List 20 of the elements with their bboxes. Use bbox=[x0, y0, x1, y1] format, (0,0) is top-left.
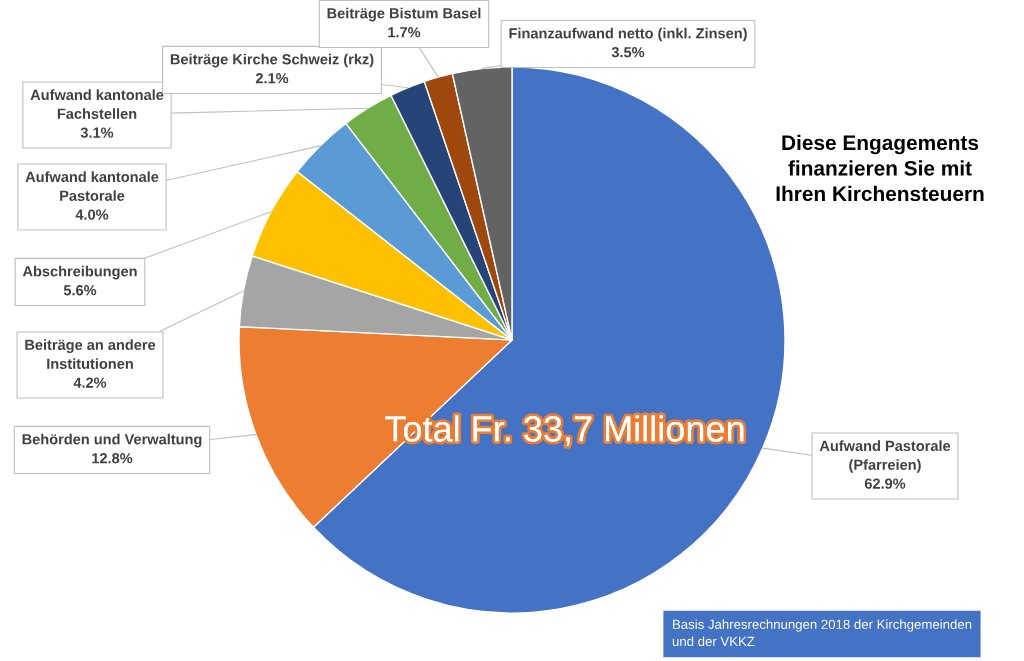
slice-label: Abschreibungen bbox=[22, 265, 137, 280]
data-label: 2.1% bbox=[255, 73, 289, 84]
data-label: 12.8% bbox=[92, 453, 133, 464]
text: Basis Jahresrechnungen 2018 der Kirchgemeinden und der VKKZ bbox=[672, 619, 972, 647]
slice-label: Aufwand kantonale Fachstellen bbox=[30, 89, 164, 119]
data-label: 4.0% bbox=[75, 209, 109, 220]
data-label: 1.7% bbox=[388, 27, 421, 38]
data-label: 62.9% bbox=[864, 478, 906, 489]
data-label: 3.1% bbox=[80, 127, 114, 138]
data-label: 3.5% bbox=[611, 47, 645, 58]
slice-label: Aufwand Pastorale (Pfarreien) bbox=[819, 440, 951, 473]
slice-label: Finanzaufwand netto (inkl. Zinsen) bbox=[509, 27, 747, 42]
slice-label: Beiträge an andere Institutionen bbox=[25, 339, 156, 369]
slice-label: Beiträge Bistum Basel bbox=[327, 7, 481, 22]
data-label: 4.2% bbox=[73, 377, 107, 388]
slice-label: Behörden und Verwaltung bbox=[22, 433, 202, 448]
text: Diese Engagements finanzieren Sie mit Ihren Kirchensteuern bbox=[776, 134, 984, 202]
data-label: 5.6% bbox=[63, 285, 97, 296]
slice-label: Aufwand kantonale Pastorale bbox=[25, 171, 159, 201]
slice-label: Beiträge Kirche Schweiz (rkz) bbox=[170, 53, 374, 68]
